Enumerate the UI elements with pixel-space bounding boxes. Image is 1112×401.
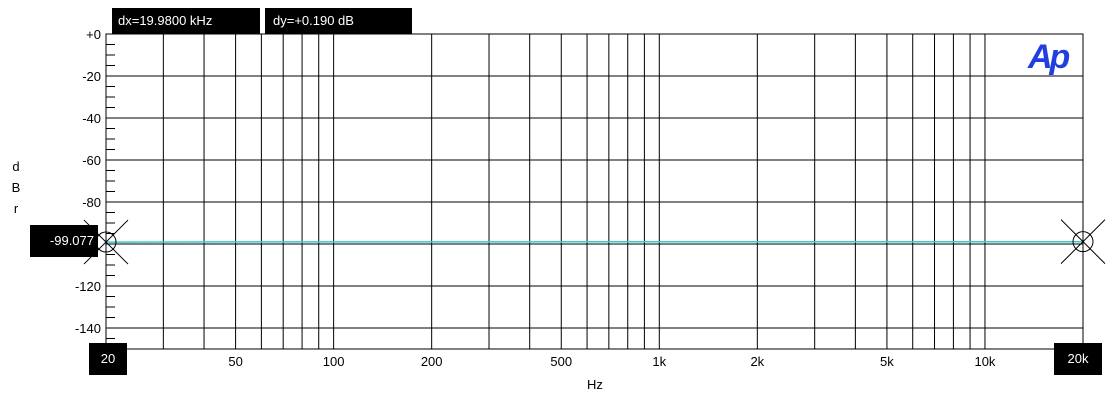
- x-tick-label: 5k: [880, 354, 894, 369]
- y-tick-label: -60: [82, 153, 101, 168]
- x-tick-label: 500: [550, 354, 572, 369]
- dy-readout: dy=+0.190 dB: [265, 8, 412, 34]
- x-tick-label: 2k: [750, 354, 764, 369]
- x-axis-label: Hz: [587, 377, 603, 392]
- ap-logo: Ap: [1028, 38, 1070, 76]
- cursor2-x-readout: 20k: [1054, 343, 1102, 375]
- dx-readout: dx=19.9800 kHz: [112, 8, 260, 34]
- plot-frame: [105, 33, 1084, 350]
- x-tick-label: 200: [421, 354, 443, 369]
- cursor-marker[interactable]: [1060, 219, 1106, 265]
- y-tick-label: -40: [82, 111, 101, 126]
- cursor-circle: [1072, 231, 1094, 253]
- x-tick-label: 10k: [974, 354, 995, 369]
- y-axis-label-letter: d: [12, 159, 20, 174]
- y-minor-ticks: [106, 33, 115, 350]
- y-tick-label: -140: [75, 321, 101, 336]
- y-axis-label: d B r: [8, 156, 24, 219]
- x-tick-label: 1k: [652, 354, 666, 369]
- cursor-y-readout: -99.077: [30, 225, 98, 257]
- y-tick-label: -80: [82, 195, 101, 210]
- y-tick-labels: +0 -20 -40 -60 -80 -120 -140: [75, 27, 101, 336]
- y-tick-label: -120: [75, 279, 101, 294]
- x-tick-label: 100: [323, 354, 345, 369]
- y-tick-label: -20: [82, 69, 101, 84]
- y-axis-label-letter: r: [13, 201, 19, 216]
- cursor1-x-readout: 20: [89, 343, 127, 375]
- cursor-cross: [1060, 219, 1106, 265]
- grid-lines: [106, 34, 1083, 349]
- x-tick-labels: 501002005001k2k5k10k2: [228, 354, 1062, 369]
- x-tick-label: 50: [228, 354, 242, 369]
- y-axis-label-letter: B: [11, 180, 21, 195]
- y-tick-label: +0: [86, 27, 101, 42]
